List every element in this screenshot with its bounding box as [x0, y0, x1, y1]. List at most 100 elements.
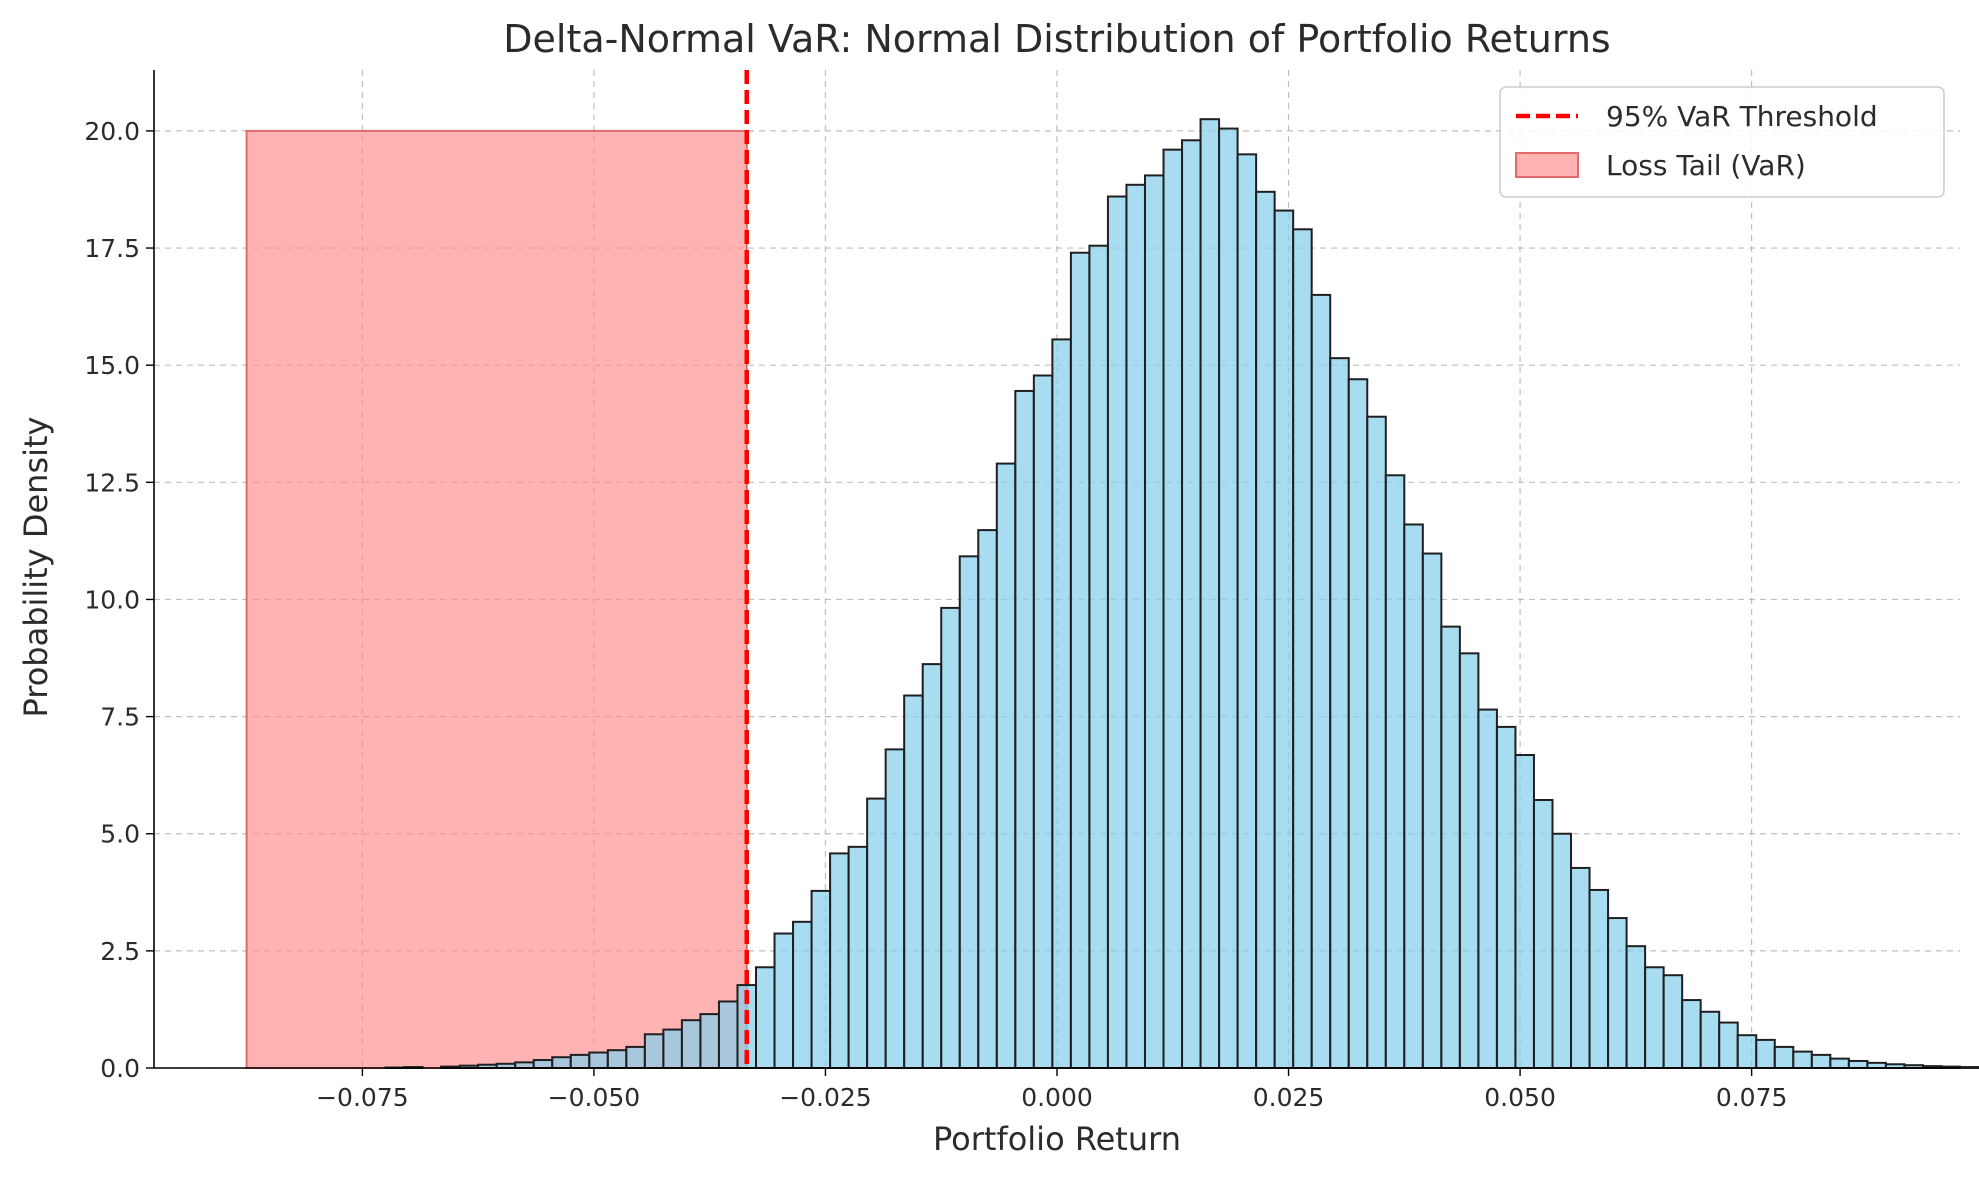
histogram-bar [1367, 417, 1386, 1068]
histogram-bar [626, 1047, 645, 1068]
histogram-bar [1515, 755, 1534, 1068]
histogram-bar [1756, 1040, 1775, 1068]
y-tick-label: 15.0 [84, 351, 140, 380]
y-tick-label: 0.0 [100, 1054, 140, 1083]
histogram-bar [1145, 175, 1164, 1068]
histogram-bar [1775, 1047, 1794, 1068]
histogram-bar [1330, 358, 1349, 1068]
legend-var-threshold-label: 95% VaR Threshold [1606, 100, 1878, 133]
histogram-bar [571, 1055, 590, 1068]
x-tick-label: 0.000 [1021, 1083, 1093, 1112]
y-tick-label: 12.5 [84, 468, 140, 497]
histogram-bar [645, 1034, 664, 1068]
histogram-bar [1275, 211, 1294, 1068]
histogram-bar [1219, 129, 1238, 1068]
histogram-bar [1682, 1000, 1701, 1068]
x-tick-label: −0.075 [316, 1083, 409, 1112]
y-tick-label: 5.0 [100, 820, 140, 849]
histogram-bar [1664, 975, 1683, 1068]
histogram-bar [608, 1050, 627, 1068]
histogram-bar [1441, 627, 1460, 1068]
histogram-bar [923, 664, 942, 1068]
histogram-bar [941, 608, 960, 1068]
histogram-bar [515, 1062, 534, 1068]
histogram-bar [756, 967, 775, 1068]
histogram-bar [1349, 379, 1368, 1068]
y-tick-label: 17.5 [84, 234, 140, 263]
histogram-bar [552, 1057, 571, 1068]
histogram-bar [1071, 253, 1090, 1068]
histogram-bar [830, 853, 849, 1068]
legend: 95% VaR Threshold Loss Tail (VaR) [1500, 87, 1944, 197]
y-tick-label: 7.5 [100, 703, 140, 732]
histogram-bar [1627, 946, 1646, 1068]
x-tick-label: −0.050 [548, 1083, 641, 1112]
histogram-bar [1552, 834, 1571, 1068]
loss-tail-area [247, 131, 747, 1068]
histogram-bar [1645, 967, 1664, 1068]
histogram-bar [960, 556, 979, 1068]
histogram-bar [1386, 475, 1405, 1068]
histogram-bar [589, 1053, 608, 1068]
x-axis-label: Portfolio Return [933, 1120, 1181, 1158]
loss-tail-layer [247, 131, 747, 1068]
histogram-bar [904, 696, 923, 1068]
histogram-bar [1126, 185, 1145, 1068]
histogram-bar [719, 1001, 738, 1068]
histogram-bar [849, 847, 868, 1068]
y-tick-label: 10.0 [84, 585, 140, 614]
histogram-bar [1478, 710, 1497, 1068]
histogram-bar [534, 1060, 553, 1068]
histogram-bar [663, 1030, 682, 1068]
histogram-bar [1015, 391, 1034, 1068]
histogram-bar [1256, 192, 1275, 1068]
histogram-bar [997, 464, 1016, 1068]
legend-loss-tail-swatch [1516, 153, 1578, 177]
histogram-bar [682, 1020, 701, 1068]
chart-title: Delta-Normal VaR: Normal Distribution of… [503, 17, 1610, 61]
histogram-bar [1293, 229, 1312, 1068]
histogram-bar [1108, 197, 1127, 1068]
histogram-bar [1534, 800, 1553, 1068]
histogram-bar [886, 749, 905, 1068]
histogram-bar [1423, 554, 1442, 1068]
x-tick-label: 0.075 [1716, 1083, 1788, 1112]
x-tick-label: −0.025 [779, 1083, 872, 1112]
histogram-bar [867, 799, 886, 1068]
histogram-bar [793, 922, 812, 1068]
histogram-bar [700, 1014, 719, 1068]
histogram-bar [1793, 1052, 1812, 1068]
histogram-bar [1404, 524, 1423, 1068]
x-tick-label: 0.050 [1484, 1083, 1556, 1112]
histogram-bar [1960, 1067, 1979, 1068]
histogram-bar [1052, 339, 1071, 1068]
histogram-bar [1849, 1061, 1868, 1068]
histogram-bar [1238, 154, 1257, 1068]
histogram-bar [1497, 727, 1516, 1068]
histogram-bar [775, 934, 794, 1068]
y-tick-label: 20.0 [84, 117, 140, 146]
x-tick-label: 0.025 [1253, 1083, 1325, 1112]
histogram-bar [1164, 150, 1183, 1068]
histogram-bar [1738, 1035, 1757, 1068]
histogram-bar [978, 530, 997, 1068]
histogram-bar [1701, 1012, 1720, 1068]
histogram-bar [1571, 868, 1590, 1068]
histogram-bar [1312, 295, 1331, 1068]
y-tick-label: 2.5 [100, 937, 140, 966]
histogram-bar [1182, 140, 1201, 1068]
histogram-bar [1034, 375, 1053, 1068]
histogram-bar [1089, 246, 1108, 1068]
histogram-bar [1460, 653, 1479, 1068]
histogram-bar [1590, 890, 1609, 1068]
histogram-bar [1830, 1059, 1849, 1068]
histogram-bar [1201, 119, 1220, 1068]
histogram-bar [812, 891, 831, 1068]
histogram-bar [1608, 918, 1627, 1068]
y-axis-label: Probability Density [17, 417, 55, 718]
legend-loss-tail-label: Loss Tail (VaR) [1606, 149, 1806, 182]
histogram-bar [1812, 1055, 1831, 1068]
histogram-bar [1719, 1023, 1738, 1068]
